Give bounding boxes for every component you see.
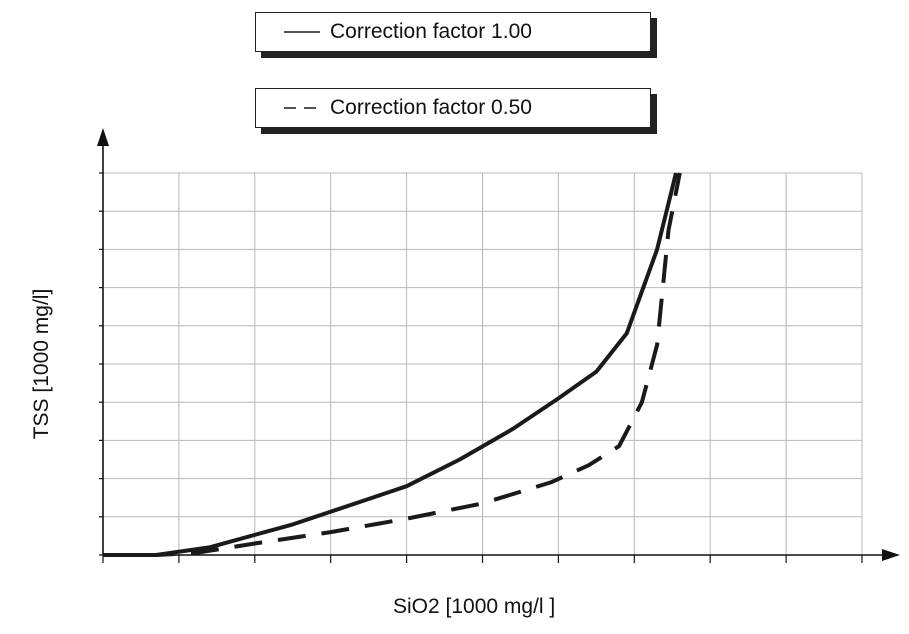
- y-axis-title: TSS [1000 mg/l]: [30, 288, 53, 440]
- axes: [97, 128, 900, 563]
- series-line-2: [103, 172, 682, 557]
- legend-label-1: Correction factor 1.00: [330, 20, 532, 43]
- series-line-1: [103, 172, 678, 557]
- series-group: [103, 172, 682, 557]
- x-axis-title: SiO2 [1000 mg/l ]: [393, 595, 556, 618]
- legend-entry-1: Correction factor 1.00: [255, 12, 651, 52]
- legend-dashed-line-icon: [284, 107, 320, 109]
- legend-solid-line-icon: [284, 31, 320, 33]
- grid-lines: [103, 172, 863, 555]
- legend-label-2: Correction factor 0.50: [330, 96, 532, 119]
- legend-entry-2: Correction factor 0.50: [255, 88, 651, 128]
- x-axis-arrow-icon: [882, 549, 900, 561]
- y-axis-arrow-icon: [97, 128, 109, 146]
